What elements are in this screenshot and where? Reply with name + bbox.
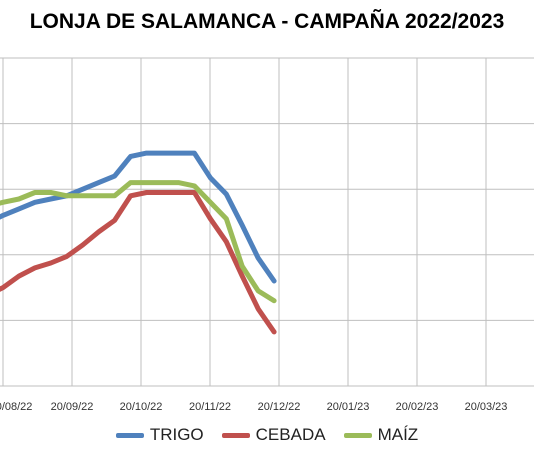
- chart-title: LONJA DE SALAMANCA - CAMPAÑA 2022/2023: [29, 10, 505, 33]
- series-lines: [0, 150, 277, 335]
- series-line-trigo: [0, 150, 277, 284]
- x-tick-label: 20/01/23: [327, 401, 370, 413]
- x-tick-label: 20/10/22: [120, 401, 163, 413]
- legend-label: MAÍZ: [377, 425, 419, 444]
- gridlines: [0, 57, 534, 387]
- legend-item: CEBADA: [221, 425, 326, 445]
- legend-item: TRIGO: [115, 425, 204, 445]
- x-tick-label: 20/12/22: [258, 401, 301, 413]
- x-tick-label: 20/09/22: [51, 401, 94, 413]
- legend-label: CEBADA: [255, 425, 326, 444]
- series-line-maíz: [0, 180, 277, 304]
- legend-label: TRIGO: [149, 425, 204, 444]
- legend: TRIGO CEBADA MAÍZ: [0, 425, 534, 445]
- x-tick-label: 20/03/23: [465, 401, 508, 413]
- legend-swatch: [221, 432, 250, 438]
- x-tick-label: 20/02/23: [396, 401, 439, 413]
- x-tick-label: 20/11/22: [189, 401, 231, 413]
- legend-swatch: [343, 432, 372, 438]
- legend-item: MAÍZ: [343, 425, 419, 445]
- series-line-cebada: [0, 190, 277, 335]
- x-tick-labels: 20/08/22 20/09/22 20/10/22 20/11/22 20/12/22…: [0, 401, 507, 413]
- legend-swatch: [115, 432, 144, 438]
- x-tick-label: 20/08/22: [0, 401, 32, 413]
